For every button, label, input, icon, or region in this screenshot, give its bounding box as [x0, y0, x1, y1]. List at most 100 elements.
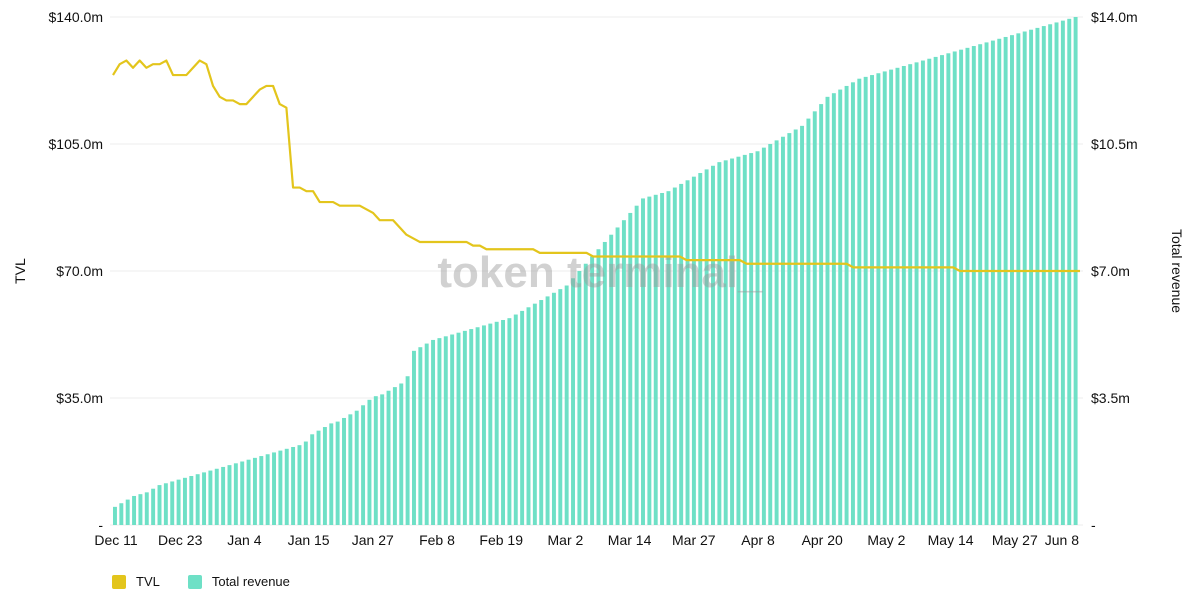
revenue-bar	[265, 454, 270, 525]
right-axis-ticks: $14.0m $10.5m $7.0m $3.5m -	[1091, 9, 1138, 533]
revenue-bar	[780, 136, 785, 526]
right-tick-label: -	[1091, 517, 1096, 533]
revenue-bar	[240, 461, 245, 525]
revenue-bar	[615, 227, 620, 525]
revenue-bar	[621, 220, 626, 525]
x-tick-label: Mar 14	[608, 532, 652, 548]
revenue-bar	[526, 307, 531, 525]
legend-label: TVL	[136, 574, 160, 589]
revenue-bar	[501, 319, 506, 525]
revenue-bar	[1041, 26, 1046, 525]
revenue-bar	[1029, 29, 1034, 525]
legend-item-revenue[interactable]: Total revenue	[187, 574, 290, 589]
left-tick-label: $70.0m	[56, 263, 103, 279]
revenue-bar	[539, 300, 544, 525]
revenue-bar	[672, 187, 677, 526]
revenue-bar	[984, 42, 989, 526]
revenue-bar	[259, 456, 264, 525]
revenue-bar	[348, 414, 353, 525]
revenue-bar	[163, 483, 168, 525]
revenue-bar	[571, 278, 575, 525]
revenue-bar	[641, 198, 645, 525]
revenue-bar	[800, 125, 805, 526]
revenue-bar	[456, 332, 461, 525]
revenue-bar	[704, 169, 709, 525]
revenue-bar	[322, 427, 327, 525]
revenue-bar	[119, 503, 124, 525]
left-tick-label: $105.0m	[49, 136, 103, 152]
revenue-bar	[1048, 24, 1053, 525]
revenue-bar	[990, 40, 995, 526]
revenue-bar	[157, 485, 162, 525]
revenue-bar	[424, 343, 429, 525]
revenue-bar	[233, 463, 238, 525]
tvl-swatch	[112, 574, 126, 589]
revenue-bar	[723, 160, 728, 525]
right-axis-title: Total revenue	[1169, 229, 1185, 313]
combo-chart: token terminal_ $140.0m $105.0m $70.0m $35.…	[12, 9, 1185, 548]
revenue-bar	[412, 350, 416, 525]
revenue-bar	[653, 194, 658, 526]
right-tick-label: $14.0m	[1091, 9, 1138, 25]
revenue-bar	[583, 263, 588, 525]
tvl-line	[112, 59, 1080, 273]
revenue-bar	[647, 196, 652, 526]
x-tick-label: Apr 8	[741, 532, 775, 548]
revenue-bar	[227, 465, 232, 525]
revenue-bar	[303, 441, 308, 525]
revenue-bar	[634, 205, 639, 525]
revenue-bar	[138, 494, 143, 525]
revenue-bar	[354, 410, 359, 525]
revenue-bar	[170, 481, 175, 525]
revenue-bar	[316, 430, 321, 525]
revenue-bar	[481, 325, 486, 525]
revenue-bar	[335, 421, 340, 525]
revenue-bar	[850, 82, 855, 525]
left-tick-label: -	[98, 517, 103, 533]
revenue-bar	[1054, 22, 1059, 525]
revenue-bar	[691, 176, 696, 525]
right-tick-label: $7.0m	[1091, 263, 1130, 279]
revenue-bar	[717, 162, 722, 525]
revenue-bar	[545, 296, 550, 525]
x-tick-label: Jan 27	[352, 532, 394, 548]
revenue-bar	[787, 133, 792, 526]
revenue-bar	[272, 452, 276, 525]
revenue-bar	[768, 144, 773, 525]
revenue-bar	[895, 67, 900, 526]
legend: TVL Total revenue	[112, 574, 290, 589]
revenue-bar	[666, 191, 671, 526]
revenue-bar	[151, 488, 156, 525]
revenue-bar	[405, 376, 410, 525]
revenue-bar	[1010, 35, 1014, 525]
revenue-bar	[602, 241, 607, 525]
revenue-bar	[252, 457, 257, 525]
revenue-bar	[469, 329, 474, 525]
revenue-bar	[125, 499, 130, 525]
watermark: token terminal_	[437, 248, 763, 297]
revenue-bar	[882, 71, 887, 526]
revenue-bar	[876, 73, 881, 526]
revenue-bar	[418, 347, 423, 525]
revenue-bar	[901, 65, 906, 526]
revenue-bar	[329, 423, 334, 525]
revenue-bar	[291, 446, 296, 525]
revenue-bar	[920, 60, 925, 525]
revenue-bar	[952, 51, 957, 525]
revenue-bar	[558, 289, 563, 525]
x-tick-label: Mar 2	[548, 532, 584, 548]
revenue-bar	[494, 321, 499, 525]
x-tick-label: Apr 20	[802, 532, 843, 548]
revenue-bar	[914, 62, 919, 526]
revenue-bar	[812, 111, 817, 525]
revenue-bar	[551, 292, 556, 525]
x-tick-label: May 14	[928, 532, 974, 548]
revenue-bar	[373, 396, 378, 525]
revenue-bar	[564, 285, 569, 525]
revenue-bar	[532, 303, 537, 525]
revenue-bar	[730, 158, 735, 525]
revenue-bar	[755, 151, 760, 525]
legend-item-tvl[interactable]: TVL	[112, 574, 160, 589]
revenue-bar	[806, 118, 811, 525]
revenue-bar	[946, 53, 951, 525]
